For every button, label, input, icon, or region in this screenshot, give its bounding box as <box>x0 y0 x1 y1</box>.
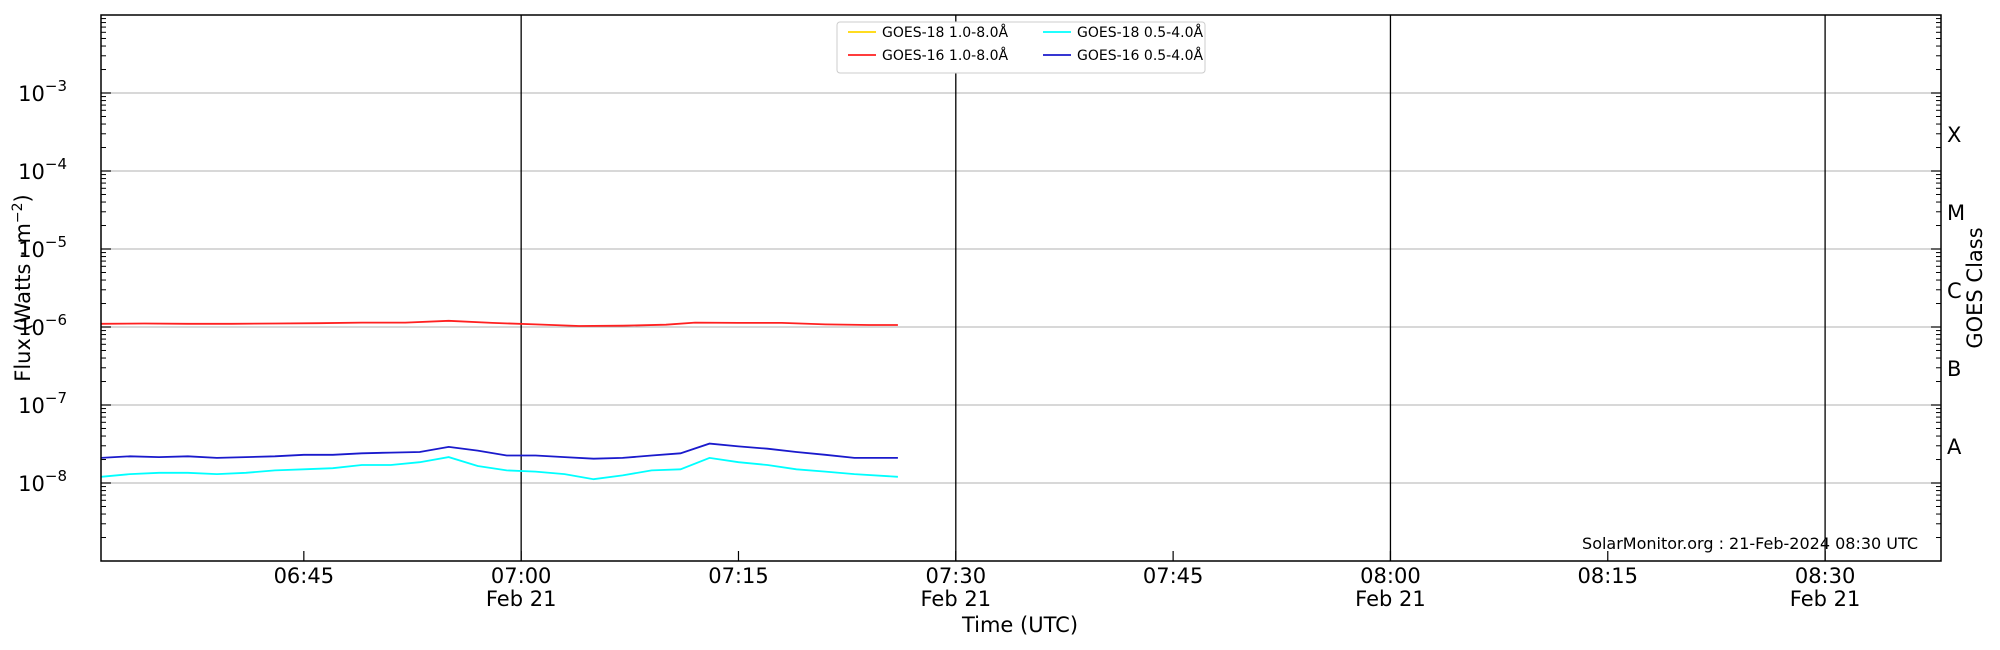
x-tick-label-7: 08:30 <box>1795 564 1856 588</box>
x-tick-label-6: 08:15 <box>1578 564 1639 588</box>
legend-label-3: GOES-16 0.5-4.0Å <box>1077 47 1203 64</box>
vertical-day-lines <box>520 15 1826 561</box>
series-lines <box>100 319 898 481</box>
x-tick-date-label-7: Feb 21 <box>1790 587 1861 611</box>
series-line-2 <box>100 456 898 481</box>
y-axis-right-title: GOES Class <box>1963 227 1987 348</box>
plot-frame <box>100 14 1942 562</box>
credit-text: SolarMonitor.org : 21-Feb-2024 08:30 UTC <box>1582 534 1918 553</box>
goes-class-label-b: B <box>1947 357 1961 381</box>
y-tick-label-0: 10−8 <box>18 467 67 496</box>
y-axis-ticks: 10−810−710−610−510−410−3 <box>18 77 1941 496</box>
y-tick-label-4: 10−4 <box>18 155 67 184</box>
legend: GOES-18 1.0-8.0Å GOES-18 0.5-4.0Å GOES-16 … <box>836 21 1206 74</box>
x-tick-label-4: 07:45 <box>1143 564 1204 588</box>
goes-class-label-a: A <box>1947 435 1962 459</box>
goes-class-labels: A B C M X <box>1947 123 1965 459</box>
y-tick-label-5: 10−3 <box>18 77 67 106</box>
x-tick-label-1: 07:00 <box>491 564 552 588</box>
minor-ticks <box>101 18 1941 539</box>
x-axis-title: Time (UTC) <box>961 613 1078 637</box>
x-tick-label-5: 08:00 <box>1360 564 1421 588</box>
x-tick-label-0: 06:45 <box>274 564 335 588</box>
x-tick-label-3: 07:30 <box>926 564 987 588</box>
goes-class-label-x: X <box>1947 123 1961 147</box>
x-tick-date-label-1: Feb 21 <box>486 587 557 611</box>
series-line-1 <box>100 442 898 460</box>
goes-class-label-m: M <box>1947 201 1965 225</box>
horizontal-grid <box>101 92 1941 484</box>
goes-class-label-c: C <box>1947 279 1962 303</box>
x-tick-date-label-3: Feb 21 <box>921 587 992 611</box>
y-axis-title: Flux (Watts · m−2) <box>10 194 35 382</box>
legend-label-1: GOES-18 0.5-4.0Å <box>1077 24 1203 41</box>
x-tick-label-2: 07:15 <box>708 564 769 588</box>
legend-label-0: GOES-18 1.0-8.0Å <box>882 24 1008 41</box>
legend-box <box>836 21 1206 74</box>
x-tick-date-label-5: Feb 21 <box>1355 587 1426 611</box>
legend-label-2: GOES-16 1.0-8.0Å <box>882 47 1008 64</box>
series-line-0 <box>100 319 898 327</box>
y-tick-label-1: 10−7 <box>18 389 67 418</box>
